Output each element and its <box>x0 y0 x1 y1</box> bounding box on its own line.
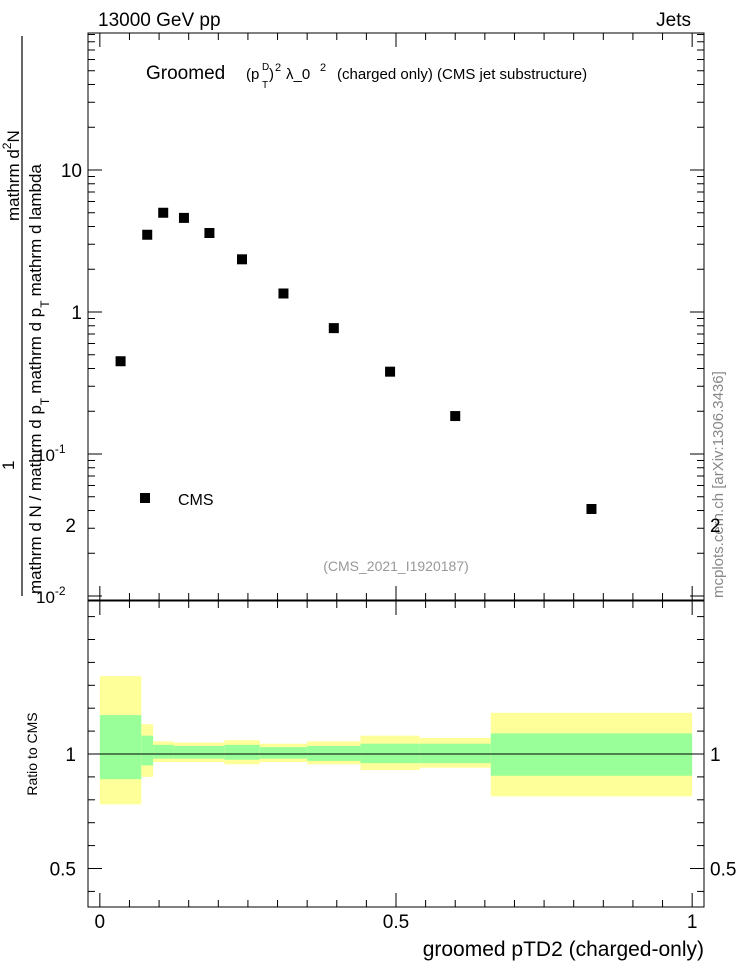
cms-data-point <box>204 228 215 239</box>
cms-data-point <box>237 254 247 265</box>
cms-data-point <box>328 323 339 334</box>
ratio-y-tick-label: 0.5 <box>50 860 76 881</box>
cms-data-point <box>115 356 126 367</box>
ratio-y-tick-label-right: 1 <box>710 745 721 766</box>
main-y-tick-label: 1 <box>71 303 82 324</box>
cms-data-point <box>586 503 597 514</box>
plot-title-suffix: (charged only) (CMS jet substructure) <box>337 66 587 83</box>
cms-data-point <box>142 229 153 240</box>
y-label-one: 1 <box>0 461 18 470</box>
plot-title-sup-2b: 2 <box>320 62 326 74</box>
watermark: mcplots.cern.ch [arXiv:1306.3436] <box>710 371 727 598</box>
legend-label: CMS <box>178 492 214 509</box>
main-y-tick-label: 10-2 <box>36 584 66 607</box>
cms-data-points <box>115 207 597 514</box>
ratio-x-ticks: 0 0.5 1 <box>95 601 698 933</box>
cms-data-point <box>158 207 169 218</box>
x-tick-label: 0.5 <box>383 912 409 933</box>
ratio-uncertainty-bands <box>99 676 693 805</box>
ratio-y-tick-label: 1 <box>65 745 76 766</box>
ratio-y-ticks: 0.5 0.5 1 1 2 2 <box>50 516 736 892</box>
cms-data-point <box>278 288 289 299</box>
plot-title-sub-t: T <box>262 80 268 91</box>
plot-title-sup-d: D <box>262 62 269 73</box>
y-label-denominator: mathrm d N / mathrm d pTmathrm d pTmathr… <box>26 164 52 594</box>
main-y-label: mathrm d N / mathrm d pTmathrm d pTmathr… <box>0 130 52 594</box>
ratio-y-tick-label-right: 0.5 <box>710 860 736 881</box>
header-process: Jets <box>656 10 691 31</box>
ratio-band-inner <box>419 743 491 764</box>
y-label-numerator: mathrm d2N <box>0 130 23 221</box>
x-tick-label: 1 <box>687 912 698 933</box>
x-axis-label: groomed pTD2 (charged-only) <box>423 938 704 961</box>
plot-title-p: (p <box>246 66 259 83</box>
ratio-band-inner <box>360 743 420 764</box>
ratio-band-inner <box>153 744 174 759</box>
analysis-id: (CMS_2021_I1920187) <box>323 558 469 574</box>
plot-title-sup-2: 2 <box>275 62 281 74</box>
main-y-tick-label: 10-1 <box>36 442 66 465</box>
ratio-y-tick-label: 2 <box>65 516 76 537</box>
main-y-tick-label: 10 <box>61 161 82 182</box>
cms-data-point <box>450 411 461 422</box>
plot-title-close: ) <box>269 66 274 83</box>
x-tick-label: 0 <box>95 912 106 933</box>
ratio-band-inner <box>224 744 260 760</box>
ratio-y-tick-label-right: 2 <box>710 516 721 537</box>
plot-title-lambda: λ_0 <box>286 66 310 83</box>
legend-marker <box>140 493 150 503</box>
header-energy: 13000 GeV pp <box>98 10 221 31</box>
ratio-band-inner <box>490 733 693 776</box>
ratio-band-inner <box>141 735 154 766</box>
ratio-band-inner <box>173 745 225 759</box>
ratio-band-inner <box>259 747 308 759</box>
ratio-y-label: Ratio to CMS <box>24 712 40 795</box>
main-y-ticks: 10-2 10-1 1 10 <box>36 33 704 607</box>
main-panel-frame <box>87 32 705 601</box>
plot-title-prefix: Groomed <box>146 63 225 84</box>
cms-data-point <box>385 366 396 377</box>
ratio-band-inner <box>99 715 142 780</box>
cms-data-point <box>178 212 189 223</box>
ratio-band-inner <box>307 745 361 761</box>
main-x-ticks <box>99 33 693 600</box>
